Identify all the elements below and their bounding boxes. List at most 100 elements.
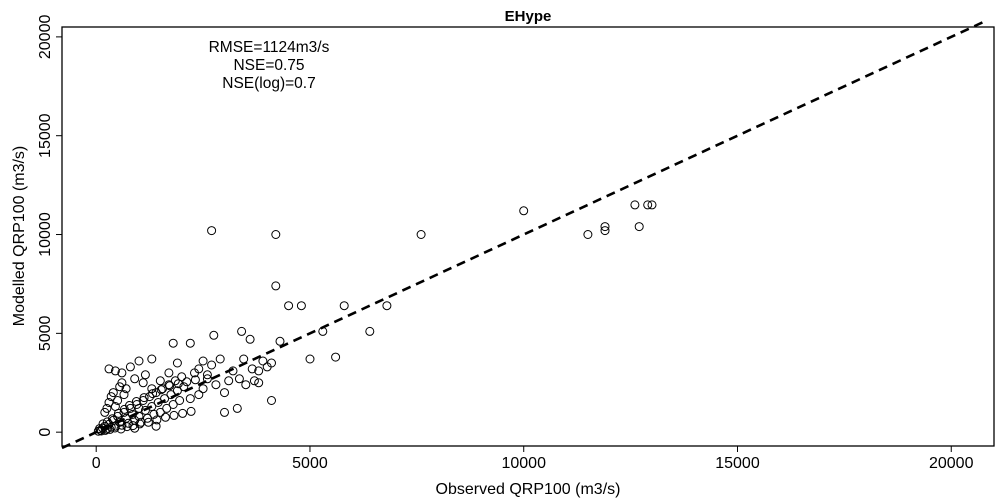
data-point [108, 388, 118, 398]
x-tick-label: 10000 [501, 455, 546, 472]
data-point [209, 330, 219, 340]
x-tick-label: 20000 [929, 455, 974, 472]
data-point [170, 376, 180, 386]
data-point [583, 230, 593, 239]
y-tick-label: 10000 [37, 212, 54, 257]
data-point [173, 379, 183, 389]
data-point [245, 334, 255, 344]
data-point [647, 200, 657, 210]
stats-annotation: RMSE=1124m3/s NSE=0.75 NSE(log)=0.7 [209, 39, 330, 92]
reference-line-group [61, 19, 986, 450]
data-point [115, 417, 125, 427]
data-point [96, 426, 106, 436]
data-point [168, 338, 178, 348]
data-point [117, 368, 127, 378]
data-point [136, 417, 146, 427]
data-point [134, 356, 144, 366]
data-point [164, 368, 174, 378]
data-point [254, 366, 264, 376]
data-point [102, 403, 112, 413]
data-point [365, 326, 375, 336]
data-point [152, 415, 162, 425]
data-point [630, 200, 640, 210]
data-point [110, 366, 120, 376]
data-point [241, 380, 251, 390]
data-point [138, 378, 148, 388]
data-point [249, 376, 259, 386]
data-point [211, 380, 221, 390]
data-point [600, 222, 610, 232]
y-axis: 0 5000 10000 15000 20000 [37, 15, 62, 437]
data-point [600, 226, 610, 236]
plot-area-frame [61, 26, 995, 447]
data-point [130, 374, 140, 384]
y-tick-label: 15000 [37, 113, 54, 158]
data-point [519, 206, 529, 216]
data-point [160, 394, 170, 404]
data-point [119, 407, 129, 417]
data-point [104, 364, 114, 374]
data-point [267, 396, 276, 405]
data-point [139, 393, 149, 403]
data-point [339, 301, 349, 311]
data-point [125, 362, 135, 372]
data-point [116, 424, 126, 434]
data-point [271, 281, 281, 291]
data-point [247, 364, 257, 374]
data-point [148, 389, 158, 399]
data-point [147, 384, 157, 394]
data-point [267, 358, 276, 368]
data-point [275, 336, 285, 346]
x-axis: 0 5000 10000 15000 20000 [92, 446, 974, 472]
data-point [113, 396, 123, 405]
y-tick-label: 20000 [37, 15, 54, 60]
data-point [198, 356, 208, 366]
data-point [155, 407, 165, 417]
data-point [207, 360, 217, 370]
data-point [643, 200, 653, 210]
data-point [104, 398, 114, 407]
data-point [382, 301, 392, 311]
data-point [164, 380, 174, 390]
data-point [130, 423, 140, 433]
data-point [234, 374, 244, 384]
data-point [296, 301, 306, 311]
data-point [143, 417, 153, 427]
x-axis-label: Observed QRP100 (m3/s) [436, 481, 621, 498]
data-point [198, 384, 208, 394]
data-point [220, 388, 229, 398]
data-point [162, 403, 172, 413]
data-point [156, 385, 166, 395]
data-point [220, 407, 229, 417]
data-point [634, 222, 644, 232]
data-point [232, 403, 242, 413]
x-tick-label: 0 [92, 455, 101, 472]
data-point [185, 394, 195, 404]
data-point [134, 403, 144, 413]
data-point [155, 376, 165, 386]
y-tick-label: 5000 [37, 315, 54, 351]
data-point [165, 381, 175, 391]
y-tick-label: 0 [37, 428, 54, 437]
data-point [179, 382, 189, 392]
data-point [202, 374, 212, 384]
data-point [185, 338, 195, 348]
data-point [271, 230, 281, 239]
data-point [119, 390, 129, 400]
data-point [182, 377, 192, 387]
data-point [186, 406, 196, 416]
data-point [121, 384, 131, 394]
data-point [178, 408, 188, 418]
nse-log-annotation: NSE(log)=0.7 [222, 75, 315, 92]
data-point [254, 378, 264, 388]
data-point [331, 352, 341, 362]
data-point [168, 400, 178, 409]
data-point [194, 390, 204, 400]
data-point [305, 354, 315, 364]
data-point [100, 425, 110, 435]
data-point [237, 326, 247, 336]
data-point [125, 401, 134, 410]
nse-annotation: NSE=0.75 [233, 57, 304, 74]
